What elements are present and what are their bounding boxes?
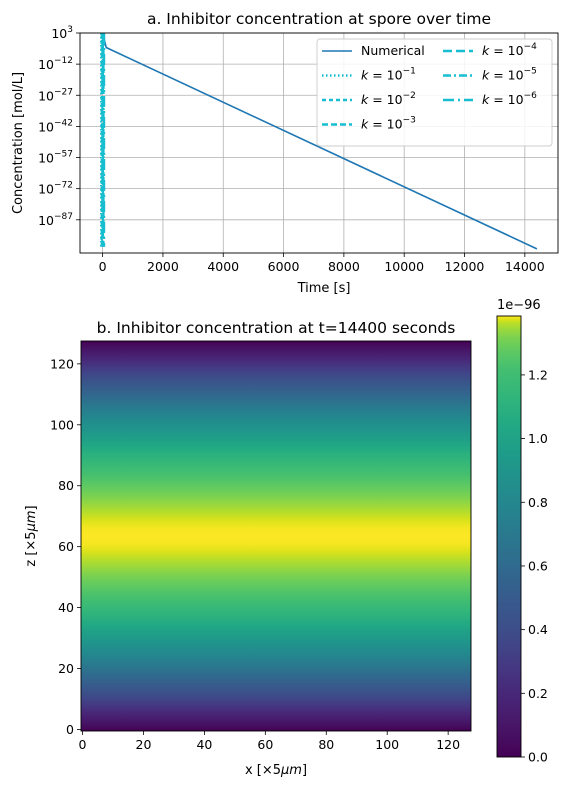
x-tick-label: 80 — [318, 737, 334, 752]
legend-label: k = 10−2 — [361, 91, 416, 107]
panel-a-y-label: Concentration [mol/L] — [11, 72, 26, 214]
panel-a-y-ticks: 103 10−12 10−27 10−42 10−57 10−72 10−87 — [38, 25, 80, 228]
y-tick-label: 10−57 — [38, 150, 73, 166]
y-tick-label: 10−72 — [38, 181, 73, 197]
y-tick-label: 10−27 — [38, 87, 73, 103]
panel-a-series — [100, 33, 538, 250]
y-tick-label: 10−42 — [38, 118, 73, 134]
panel-b-title: b. Inhibitor concentration at t=14400 se… — [97, 319, 456, 337]
y-tick-label: 103 — [51, 25, 73, 41]
y-tick-label: 80 — [58, 478, 74, 493]
colorbar-tick-label: 0.6 — [528, 558, 548, 573]
x-tick-label: 2000 — [147, 259, 179, 274]
panel-a-title: a. Inhibitor concentration at spore over… — [147, 10, 491, 28]
x-tick-label: 0 — [99, 259, 107, 274]
x-tick-label: 0 — [79, 737, 87, 752]
colorbar-tick-label: 0.4 — [528, 622, 548, 637]
colorbar-tick-label: 0.8 — [528, 495, 548, 510]
y-tick-label: 120 — [50, 356, 74, 371]
panel-b-x-ticks: 0 20 40 60 80 100 120 — [79, 731, 460, 752]
colorbar-ticks: 0.0 0.2 0.4 0.6 0.8 1.0 1.2 — [521, 367, 548, 765]
panel-a: a. Inhibitor concentration at spore over… — [11, 10, 559, 296]
legend-label: k = 10−6 — [482, 91, 537, 107]
colorbar-tick-label: 1.2 — [528, 367, 548, 382]
legend-label: k = 10−3 — [361, 116, 416, 132]
panel-b: b. Inhibitor concentration at t=14400 se… — [24, 298, 548, 778]
panel-b-axes-frame — [80, 340, 472, 732]
colorbar-gradient — [497, 316, 521, 757]
colorbar-tick-label: 0.2 — [528, 686, 548, 701]
panel-a-axes-frame — [79, 32, 559, 254]
x-tick-label: 12000 — [445, 259, 485, 274]
panel-b-x-label: x [×5μm] — [245, 763, 307, 778]
x-tick-label: 4000 — [207, 259, 239, 274]
colorbar: 0.0 0.2 0.4 0.6 0.8 1.0 1.2 1e−96 — [496, 298, 548, 765]
y-tick-label: 0 — [66, 722, 74, 737]
x-tick-label: 20 — [136, 737, 152, 752]
x-tick-label: 60 — [257, 737, 273, 752]
legend-label: k = 10−1 — [361, 67, 416, 83]
y-tick-label: 10−87 — [38, 212, 73, 228]
legend-label: Numerical — [361, 43, 425, 58]
panel-b-y-label: z [×5μm] — [24, 505, 39, 566]
panel-a-x-label: Time [s] — [297, 281, 351, 296]
panel-a-legend: Numerical k = 10−1 k = 10−2 k = 10−3 k = 10−… — [316, 38, 553, 147]
colorbar-tick-label: 0.0 — [528, 750, 548, 765]
y-tick-label: 60 — [58, 539, 74, 554]
legend-label: k = 10−4 — [482, 42, 537, 58]
x-tick-label: 120 — [436, 737, 460, 752]
colorbar-frame — [496, 315, 522, 758]
y-tick-label: 40 — [58, 600, 74, 615]
colorbar-tick-label: 1.0 — [528, 431, 548, 446]
panel-a-x-ticks: 0 2000 4000 6000 8000 10000 12000 14000 — [99, 253, 545, 274]
legend-label: k = 10−5 — [482, 67, 537, 83]
x-tick-label: 10000 — [384, 259, 424, 274]
heatmap-image — [81, 341, 471, 731]
x-tick-label: 40 — [196, 737, 212, 752]
panel-b-y-ticks: 0 20 40 60 80 100 120 — [50, 356, 81, 737]
x-tick-label: 14000 — [505, 259, 545, 274]
legend-frame — [316, 38, 553, 147]
y-tick-label: 100 — [50, 417, 74, 432]
x-tick-label: 100 — [375, 737, 399, 752]
x-tick-label: 8000 — [328, 259, 360, 274]
y-tick-label: 20 — [58, 661, 74, 676]
x-tick-label: 6000 — [268, 259, 300, 274]
y-tick-label: 10−12 — [38, 56, 73, 72]
colorbar-offset-label: 1e−96 — [497, 298, 541, 313]
